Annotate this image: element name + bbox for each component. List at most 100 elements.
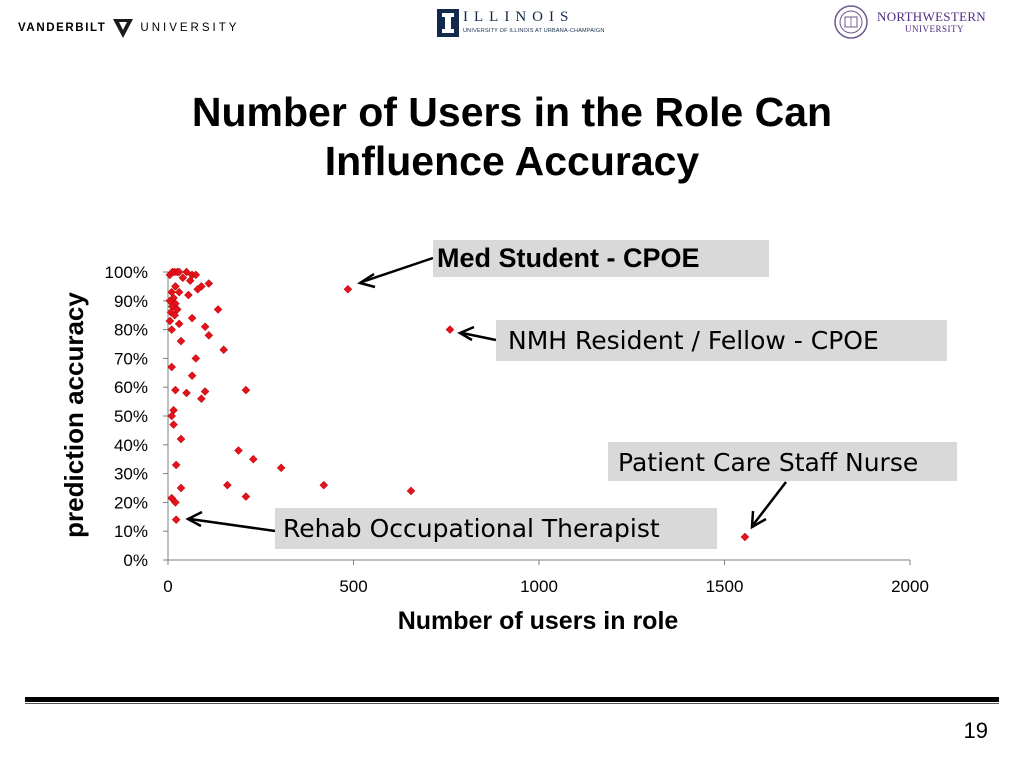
data-point	[176, 434, 186, 444]
data-point	[174, 287, 184, 297]
data-point	[319, 480, 329, 490]
data-point	[406, 486, 416, 496]
y-tick-labels: 0% 10% 20% 30% 40% 50% 60% 70% 80% 90% 100%	[105, 263, 148, 570]
data-point	[276, 463, 286, 473]
y-tick-label: 100%	[105, 263, 148, 282]
arrow-med-student-head	[356, 272, 376, 289]
y-tick-label: 90%	[114, 292, 148, 311]
arrow-nmh-resident	[461, 331, 497, 342]
callout-arrows	[185, 256, 787, 533]
data-point	[241, 492, 251, 501]
callout-nmh-resident: NMH Resident / Fellow - CPOE	[496, 320, 947, 361]
arrow-med-student	[361, 256, 434, 284]
data-point	[178, 273, 188, 283]
vanderbilt-oak-leaf-icon	[113, 19, 134, 38]
y-tick-label: 70%	[114, 349, 148, 368]
data-point	[167, 362, 177, 372]
data-point	[165, 316, 175, 326]
data-point	[184, 290, 193, 300]
vanderbilt-university-word: UNIVERSITY	[140, 22, 240, 34]
data-point	[182, 267, 191, 277]
callout-med-student: Med Student - CPOE	[433, 240, 769, 277]
vanderbilt-logo: VANDERBILT UNIVERSITY	[18, 16, 239, 40]
y-tick-label: 30%	[114, 465, 148, 484]
data-point	[343, 284, 353, 294]
slide-title-line-2: Influence Accuracy	[324, 138, 700, 184]
illinois-block-i-icon	[437, 9, 459, 37]
data-point	[174, 267, 184, 277]
footer-rule-thin	[25, 703, 999, 704]
data-point	[171, 515, 181, 525]
x-tick-label: 500	[339, 577, 367, 596]
y-tick-label: 60%	[114, 378, 148, 397]
arrow-rehab	[189, 517, 276, 533]
data-point	[445, 325, 455, 334]
callout-patient-care-nurse: Patient Care Staff Nurse	[608, 442, 957, 481]
northwestern-wordmark: NORTHWESTERN	[877, 9, 986, 24]
northwestern-subtitle: UNIVERSITY	[905, 24, 964, 34]
x-tick-label: 2000	[891, 577, 929, 596]
x-tick-labels: 0 500 1000 1500 2000	[163, 577, 929, 596]
footer-rule	[25, 697, 999, 702]
data-point	[204, 331, 214, 340]
page-number: 19	[963, 718, 988, 743]
data-point	[223, 480, 232, 490]
data-point	[176, 336, 186, 346]
data-point	[170, 310, 180, 320]
data-point	[182, 388, 191, 398]
data-point	[169, 420, 178, 429]
data-point	[241, 385, 251, 395]
y-tick-label: 40%	[114, 436, 148, 455]
x-tick-label: 1500	[706, 577, 744, 596]
x-tick-label: 1000	[520, 577, 558, 596]
data-points	[165, 267, 750, 542]
northwestern-logo: NORTHWESTERN UNIVERSITY	[833, 5, 998, 39]
illinois-logo: ILLINOIS UNIVERSITY OF ILLINOIS AT URBAN…	[437, 9, 605, 37]
y-tick-label: 10%	[114, 522, 148, 541]
data-point	[197, 394, 206, 404]
data-point	[187, 313, 197, 323]
illinois-wordmark: ILLINOIS	[463, 9, 575, 25]
x-tick-label: 0	[163, 577, 172, 596]
data-point	[176, 483, 186, 493]
data-point	[200, 322, 210, 332]
data-point	[171, 385, 180, 395]
data-point	[213, 305, 223, 314]
vanderbilt-wordmark: VANDERBILT	[18, 22, 107, 34]
arrow-nurse	[752, 481, 787, 526]
callout-rehab-therapist: Rehab Occupational Therapist	[275, 508, 717, 549]
data-point	[171, 498, 180, 507]
y-tick-label: 50%	[114, 407, 148, 426]
arrow-nmh-resident-head	[457, 325, 475, 342]
data-point	[193, 284, 203, 294]
northwestern-seal-icon	[834, 5, 868, 39]
data-point	[204, 279, 214, 288]
data-point	[165, 296, 175, 306]
data-point	[172, 305, 182, 314]
y-tick-label: 80%	[114, 321, 148, 340]
data-point	[171, 460, 181, 470]
data-point	[248, 454, 258, 464]
data-point	[200, 387, 210, 396]
y-tick-label: 0%	[123, 551, 148, 570]
data-point	[187, 371, 197, 381]
data-point	[185, 276, 195, 285]
data-point	[219, 345, 229, 355]
arrow-rehab-head	[185, 510, 203, 528]
data-point	[171, 282, 180, 291]
data-point	[167, 411, 177, 421]
y-axis-label: prediction accuracy	[59, 292, 89, 538]
slide-title: Number of Users in the Role Can Influenc…	[62, 88, 962, 186]
data-point	[174, 319, 184, 329]
arrow-nurse-head	[750, 510, 767, 530]
y-tick-label: 20%	[114, 493, 148, 512]
x-axis-label: Number of users in role	[398, 607, 679, 635]
data-point	[191, 270, 201, 280]
data-point	[234, 446, 243, 455]
data-point	[191, 354, 201, 363]
data-point	[740, 532, 750, 542]
slide-title-line-1: Number of Users in the Role Can	[191, 89, 833, 135]
illinois-subtitle: UNIVERSITY OF ILLINOIS AT URBANA-CHAMPAI…	[463, 28, 605, 34]
data-point	[167, 325, 177, 334]
